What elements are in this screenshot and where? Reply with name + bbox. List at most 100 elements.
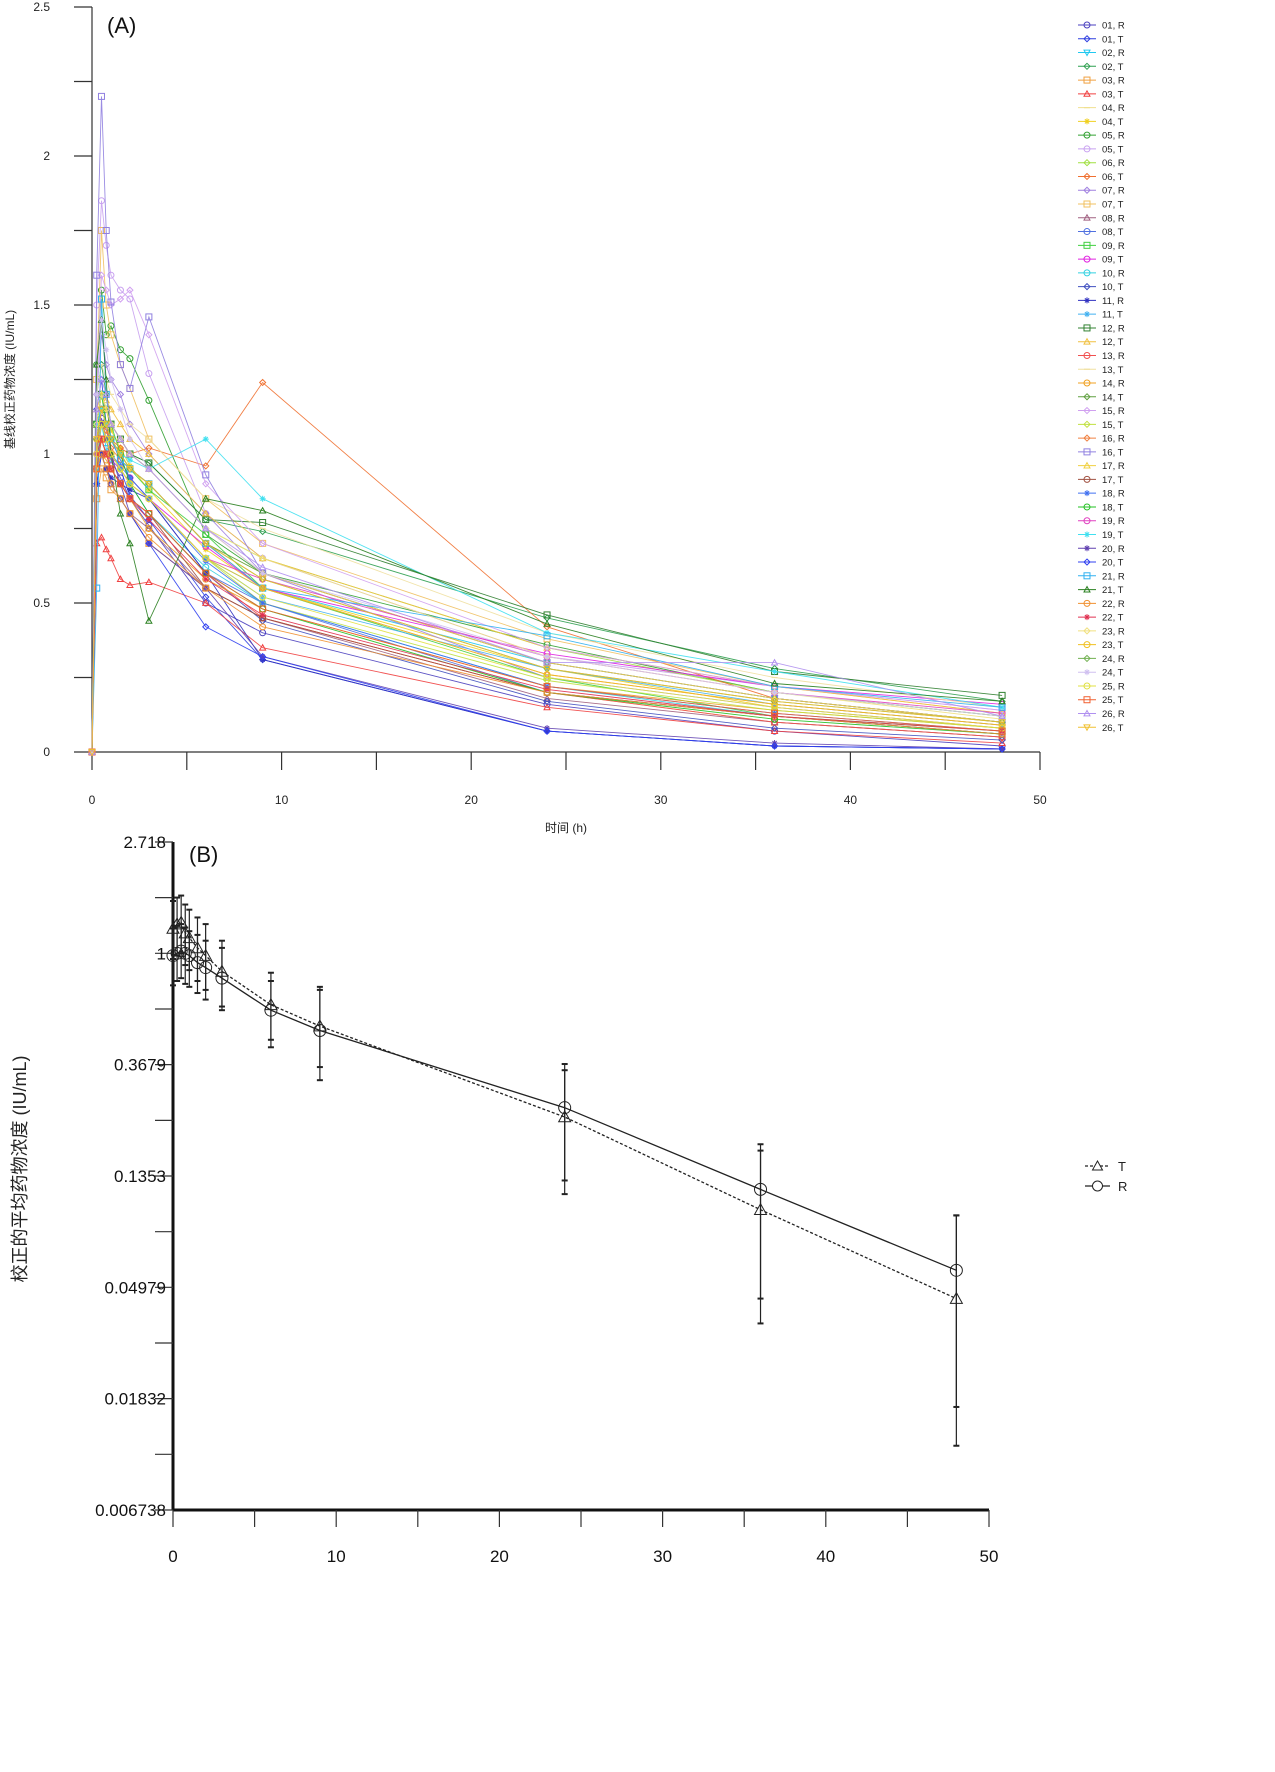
series-point-9-6 <box>126 295 134 303</box>
series-point-51-9 <box>258 576 267 584</box>
panel-b-y-tick-label: 1 <box>157 944 166 963</box>
legend-label-35: 18, T <box>1102 502 1124 513</box>
legend-marker-33 <box>1083 475 1091 483</box>
series-point-11-9 <box>258 378 267 387</box>
series-point-31-7 <box>145 313 153 321</box>
legend-label-21: 11, T <box>1102 310 1123 321</box>
series-point-42-4 <box>107 480 115 488</box>
panel-a-y-tick-label: 2.5 <box>33 0 50 14</box>
legend-marker-44 <box>1083 627 1091 635</box>
series-line-5 <box>91 536 1003 753</box>
series-point-49-4 <box>107 465 115 473</box>
legend-marker-19 <box>1083 282 1091 291</box>
legend-marker-12 <box>1083 186 1091 194</box>
legend-label-5: 03, T <box>1102 89 1124 100</box>
panel-a-y-tick-label: 0 <box>43 745 50 759</box>
legend-label-47: 24, T <box>1102 668 1124 679</box>
legend-label-32: 17, R <box>1102 461 1125 472</box>
series-point-28-7 <box>145 331 153 339</box>
series-point-44-6 <box>126 450 134 458</box>
legend-label-1: 01, T <box>1102 34 1124 45</box>
legend-marker-14 <box>1083 213 1091 221</box>
series-point-42-8 <box>202 584 210 592</box>
series-point-47-5 <box>117 406 124 413</box>
legend-marker-2 <box>1083 49 1091 57</box>
legend-marker-43 <box>1084 614 1090 621</box>
panel-b-x-tick-label: 40 <box>816 1547 835 1566</box>
series-point-13-4 <box>107 331 115 339</box>
panel-a-x-tick-label: 50 <box>1033 793 1047 807</box>
series-point-51-4 <box>107 436 115 444</box>
legend-label-15: 08, T <box>1102 227 1124 238</box>
legend-label-16: 09, R <box>1102 241 1125 252</box>
mean-point-R-11 <box>754 1182 768 1196</box>
legend-label-25: 13, T <box>1102 365 1124 376</box>
legend-label-6: 04, R <box>1102 103 1125 114</box>
panel-a-chart: 0 10 20 30 40 50 0 0.5 1 1.5 2 2.5 时间 (h) 基线校正药物浓度 (I… <box>2 0 1125 835</box>
legend-marker-21 <box>1084 311 1090 318</box>
series-point-5-9 <box>258 643 267 651</box>
series-point-37-8 <box>202 436 209 443</box>
series-point-49-8 <box>202 569 210 577</box>
panel-a-y-tick-label: 1 <box>43 447 50 461</box>
series-point-47-11 <box>771 689 778 696</box>
panel-b-x-tick-label: 0 <box>168 1547 177 1566</box>
series-point-5-2 <box>97 533 106 541</box>
series-point-51-2 <box>97 406 106 414</box>
series-point-31-2 <box>97 92 105 100</box>
series-point-13-2 <box>97 227 105 234</box>
panel-b-y-tick-label: 0.3679 <box>114 1056 166 1075</box>
legend-b-marker-1 <box>1092 1180 1103 1192</box>
legend-marker-29 <box>1083 420 1091 429</box>
series-point-5-3 <box>102 545 111 553</box>
series-point-8-2 <box>97 286 105 294</box>
legend-label-2: 02, R <box>1102 48 1125 59</box>
legend-marker-36 <box>1083 517 1091 525</box>
legend-marker-40 <box>1083 572 1091 580</box>
series-point-49-12 <box>998 727 1006 735</box>
series-line-50 <box>91 379 1003 753</box>
panel-a-x-tick-label: 10 <box>275 793 289 807</box>
series-point-41-3 <box>102 375 111 383</box>
series-point-28-4 <box>107 301 115 309</box>
panel-b-label: (B) <box>189 842 218 867</box>
mean-point-R-9 <box>313 1023 327 1037</box>
series-point-48-6 <box>126 480 134 488</box>
series-point-11-8 <box>202 462 210 470</box>
panel-a-x-tick-label: 20 <box>465 793 479 807</box>
series-point-41-11 <box>770 679 779 687</box>
legend-marker-24 <box>1083 351 1091 359</box>
legend-marker-42 <box>1083 599 1091 607</box>
series-point-44-5 <box>116 435 125 443</box>
legend-marker-50 <box>1083 709 1091 717</box>
legend-label-19: 10, T <box>1102 282 1124 293</box>
legend-label-36: 19, R <box>1102 516 1125 527</box>
legend-marker-18 <box>1083 269 1091 277</box>
series-point-50-6 <box>126 449 134 457</box>
legend-marker-15 <box>1083 228 1091 236</box>
legend-marker-37 <box>1084 531 1090 538</box>
series-point-3-9 <box>258 527 267 536</box>
series-point-39-11 <box>770 742 779 750</box>
legend-label-49: 25, T <box>1102 695 1124 706</box>
series-point-51-11 <box>770 698 779 706</box>
series-point-8-5 <box>116 346 124 354</box>
legend-marker-10 <box>1083 158 1091 167</box>
series-point-50-10 <box>543 658 551 666</box>
mean-point-R-10 <box>558 1101 572 1115</box>
series-point-37-9 <box>259 495 266 502</box>
series-point-40-10 <box>543 632 551 640</box>
series-point-5-7 <box>145 578 153 586</box>
series-point-5-6 <box>126 581 134 589</box>
panel-a-y-tick-label: 0.5 <box>33 596 50 610</box>
series-point-41-12 <box>998 697 1006 705</box>
legend-marker-23 <box>1083 337 1091 345</box>
legend-marker-30 <box>1083 434 1091 442</box>
legend-label-13: 07, T <box>1102 200 1124 211</box>
series-line-48 <box>91 424 1003 753</box>
series-point-8-6 <box>126 355 134 363</box>
panel-a-x-tick-label: 30 <box>654 793 668 807</box>
series-point-39-10 <box>543 727 551 735</box>
series-line-49 <box>91 438 1003 753</box>
